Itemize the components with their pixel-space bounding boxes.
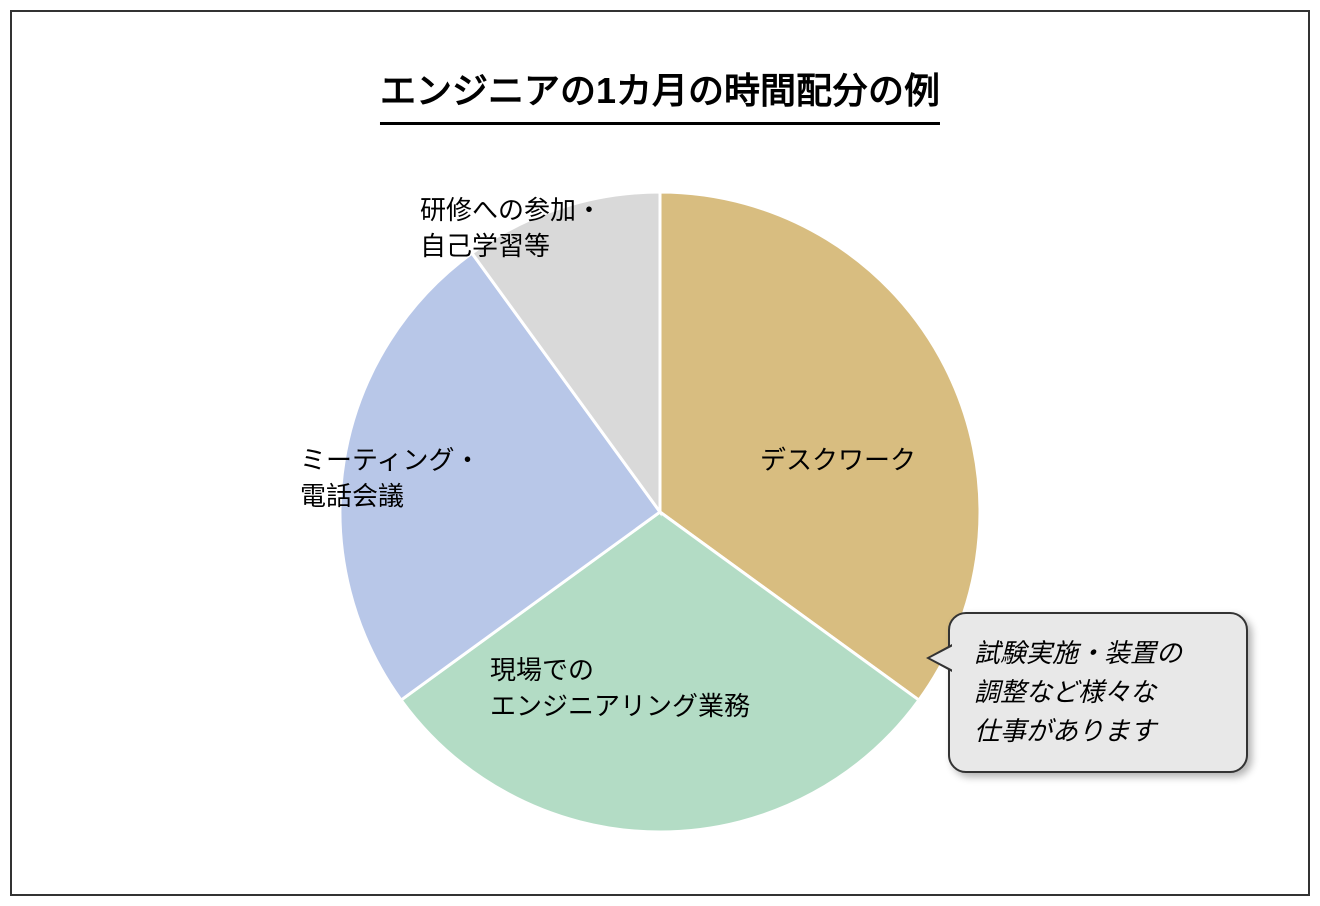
label-meeting-line2: 電話会議 — [300, 481, 404, 511]
pie-chart-container: 研修への参加・ 自己学習等 デスクワーク ミーティング・ 電話会議 現場での エ… — [330, 182, 990, 842]
callout-box: 試験実施・装置の 調整など様々な 仕事があります — [948, 612, 1248, 773]
callout-line2: 調整など様々な — [974, 677, 1156, 707]
label-training-line1: 研修への参加・ — [420, 195, 602, 225]
chart-title: エンジニアの1カ月の時間配分の例 — [380, 62, 940, 125]
label-training-line2: 自己学習等 — [420, 231, 550, 261]
callout-line3: 仕事があります — [974, 716, 1156, 746]
label-engineering-line1: 現場での — [490, 655, 594, 685]
chart-frame: エンジニアの1カ月の時間配分の例 研修への参加・ 自己学習等 デスクワーク ミー… — [10, 10, 1310, 896]
slice-label-meeting: ミーティング・ 電話会議 — [300, 442, 480, 515]
label-meeting-line1: ミーティング・ — [300, 445, 480, 475]
slice-label-training: 研修への参加・ 自己学習等 — [420, 192, 602, 265]
callout-line1: 試験実施・装置の — [974, 638, 1182, 668]
label-engineering-line2: エンジニアリング業務 — [490, 691, 750, 721]
slice-label-desk: デスクワーク — [760, 442, 916, 478]
slice-label-engineering: 現場での エンジニアリング業務 — [490, 652, 750, 725]
label-desk-line1: デスクワーク — [760, 445, 916, 475]
